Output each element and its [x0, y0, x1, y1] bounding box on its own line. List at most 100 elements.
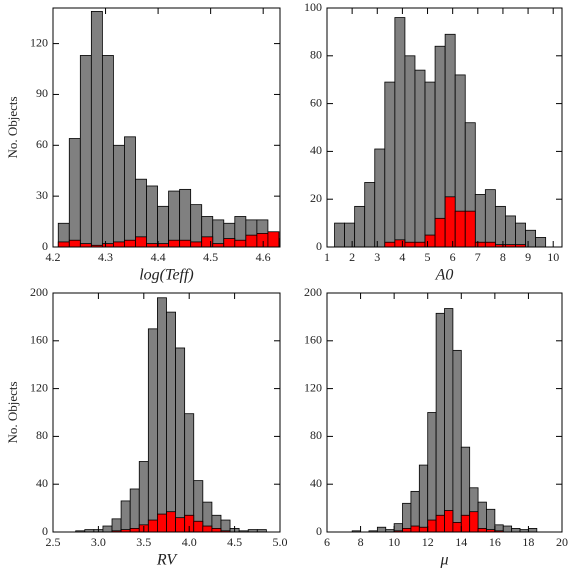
bar: [394, 239, 406, 248]
bar: [179, 239, 192, 248]
bar: [175, 517, 186, 533]
bar: [111, 518, 122, 533]
bar: [135, 236, 147, 248]
x-tick-label: 8: [358, 535, 364, 549]
x-tick-label: 4.5: [227, 535, 242, 549]
bar: [427, 519, 437, 533]
bar: [427, 412, 437, 533]
y-axis-label: No. Objects: [5, 96, 20, 158]
bar: [474, 241, 486, 248]
bar: [334, 222, 345, 248]
bar: [484, 189, 496, 248]
y-tick-label: 0: [316, 524, 322, 538]
bar: [175, 347, 186, 533]
bar: [220, 519, 231, 533]
bar: [138, 461, 149, 533]
bar: [502, 525, 513, 533]
bar: [418, 526, 429, 533]
x-axis-label: log(Teff): [139, 267, 194, 284]
x-tick-label: 20: [556, 535, 568, 549]
bar: [344, 222, 356, 248]
bar: [486, 508, 496, 533]
x-tick-label: 3.5: [136, 535, 151, 549]
bar: [376, 526, 387, 533]
bar: [474, 194, 486, 248]
y-tick-label: 60: [36, 137, 48, 151]
y-tick-label: 0: [42, 239, 48, 253]
x-tick-label: 5.0: [273, 535, 288, 549]
bar: [444, 510, 454, 533]
x-tick-label: 4.5: [203, 250, 218, 264]
y-tick-label: 60: [310, 95, 322, 109]
bar: [374, 148, 386, 248]
bar: [477, 528, 487, 533]
bar: [101, 243, 114, 248]
bar: [402, 502, 412, 533]
x-axis-label: μ: [439, 552, 448, 569]
bar: [190, 241, 203, 248]
bar: [511, 528, 521, 533]
axes-frame: [326, 292, 563, 533]
x-tick-label: 16: [489, 535, 501, 549]
x-tick-label: 10: [547, 250, 559, 264]
y-tick-label: 120: [30, 35, 48, 49]
bar: [113, 144, 125, 248]
x-tick-label: 4.0: [182, 535, 197, 549]
x-axis-label: RV: [156, 552, 178, 569]
y-tick-label: 200: [304, 285, 322, 299]
bar: [464, 210, 476, 248]
x-tick-label: 18: [522, 535, 534, 549]
y-tick-label: 90: [36, 86, 48, 100]
bar: [146, 243, 158, 248]
x-tick-label: 3.0: [91, 535, 106, 549]
bar: [129, 488, 140, 533]
bar: [223, 238, 236, 248]
x-tick-label: 2.5: [46, 535, 61, 549]
bar: [535, 237, 547, 248]
bar: [245, 234, 258, 248]
bar: [267, 231, 280, 248]
bar: [166, 511, 176, 533]
bar: [384, 81, 396, 248]
y-tick-label: 0: [316, 239, 322, 253]
bar: [444, 308, 454, 533]
bar: [402, 528, 412, 533]
bar: [444, 196, 456, 248]
bar: [494, 205, 506, 248]
y-tick-label: 80: [36, 428, 48, 442]
bar: [414, 69, 426, 248]
x-tick-label: 6: [450, 250, 456, 264]
bar: [147, 519, 158, 533]
bar: [256, 233, 269, 248]
axes-frame: [326, 7, 563, 248]
x-tick-label: 7: [475, 250, 481, 264]
x-tick-label: 4.6: [256, 250, 271, 264]
bar: [404, 55, 416, 248]
bar: [184, 413, 195, 533]
bar: [79, 55, 92, 248]
bar: [452, 349, 462, 533]
bar: [528, 528, 538, 533]
bar: [120, 500, 131, 533]
x-tick-label: 9: [525, 250, 531, 264]
x-tick-label: 10: [388, 535, 400, 549]
bar: [146, 185, 158, 248]
bar: [418, 464, 429, 533]
y-tick-label: 40: [310, 476, 322, 490]
bar: [179, 188, 192, 248]
x-tick-label: 12: [422, 535, 434, 549]
x-tick-label: 6: [324, 535, 330, 549]
y-tick-label: 120: [304, 380, 322, 394]
y-tick-label: 30: [36, 188, 48, 202]
x-tick-label: 3: [374, 250, 380, 264]
y-tick-label: 200: [30, 285, 48, 299]
axes-frame: [52, 7, 281, 248]
bar: [234, 239, 247, 248]
bar: [404, 241, 416, 248]
bar: [79, 243, 92, 248]
x-axis-label: A0: [435, 267, 454, 284]
y-axis-label: No. Objects: [5, 381, 20, 443]
bar: [101, 55, 114, 248]
x-tick-label: 4.2: [46, 250, 61, 264]
